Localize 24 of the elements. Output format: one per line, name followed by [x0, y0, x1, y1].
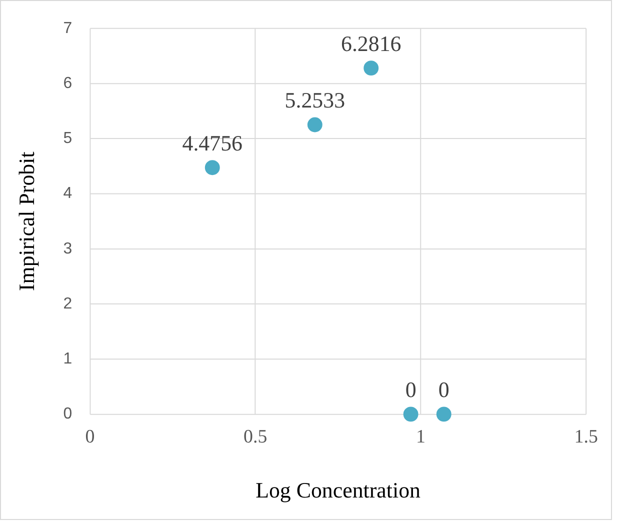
point	[403, 406, 418, 422]
point	[307, 117, 322, 132]
y-tick-label: 2	[63, 295, 72, 312]
y-tick-label: 6	[63, 74, 72, 92]
y-tick-label: 5	[63, 130, 72, 148]
data-label: 4.4756	[182, 130, 243, 156]
x-tick-label: 0.5	[244, 426, 268, 448]
x-tick-label: 1.5	[574, 426, 598, 448]
y-tick-label: 1	[63, 350, 72, 368]
data-label: 0	[405, 377, 416, 402]
y-tick-label: 0	[63, 406, 72, 423]
x-tick-label: 0	[85, 426, 95, 448]
y-tick-label: 4	[63, 185, 72, 202]
point	[364, 60, 379, 76]
y-tick-label: 3	[63, 240, 72, 258]
x-tick-label: 1	[416, 426, 426, 448]
x-axis-title: Log Concentration	[256, 478, 421, 503]
point	[436, 406, 452, 422]
y-tick-label: 7	[63, 20, 72, 37]
point	[204, 160, 220, 176]
y-axis-title: Impirical Probit	[14, 152, 39, 291]
data-label: 6.2816	[340, 30, 402, 56]
data-label: 5.2533	[284, 88, 346, 113]
data-label: 0	[438, 377, 450, 402]
